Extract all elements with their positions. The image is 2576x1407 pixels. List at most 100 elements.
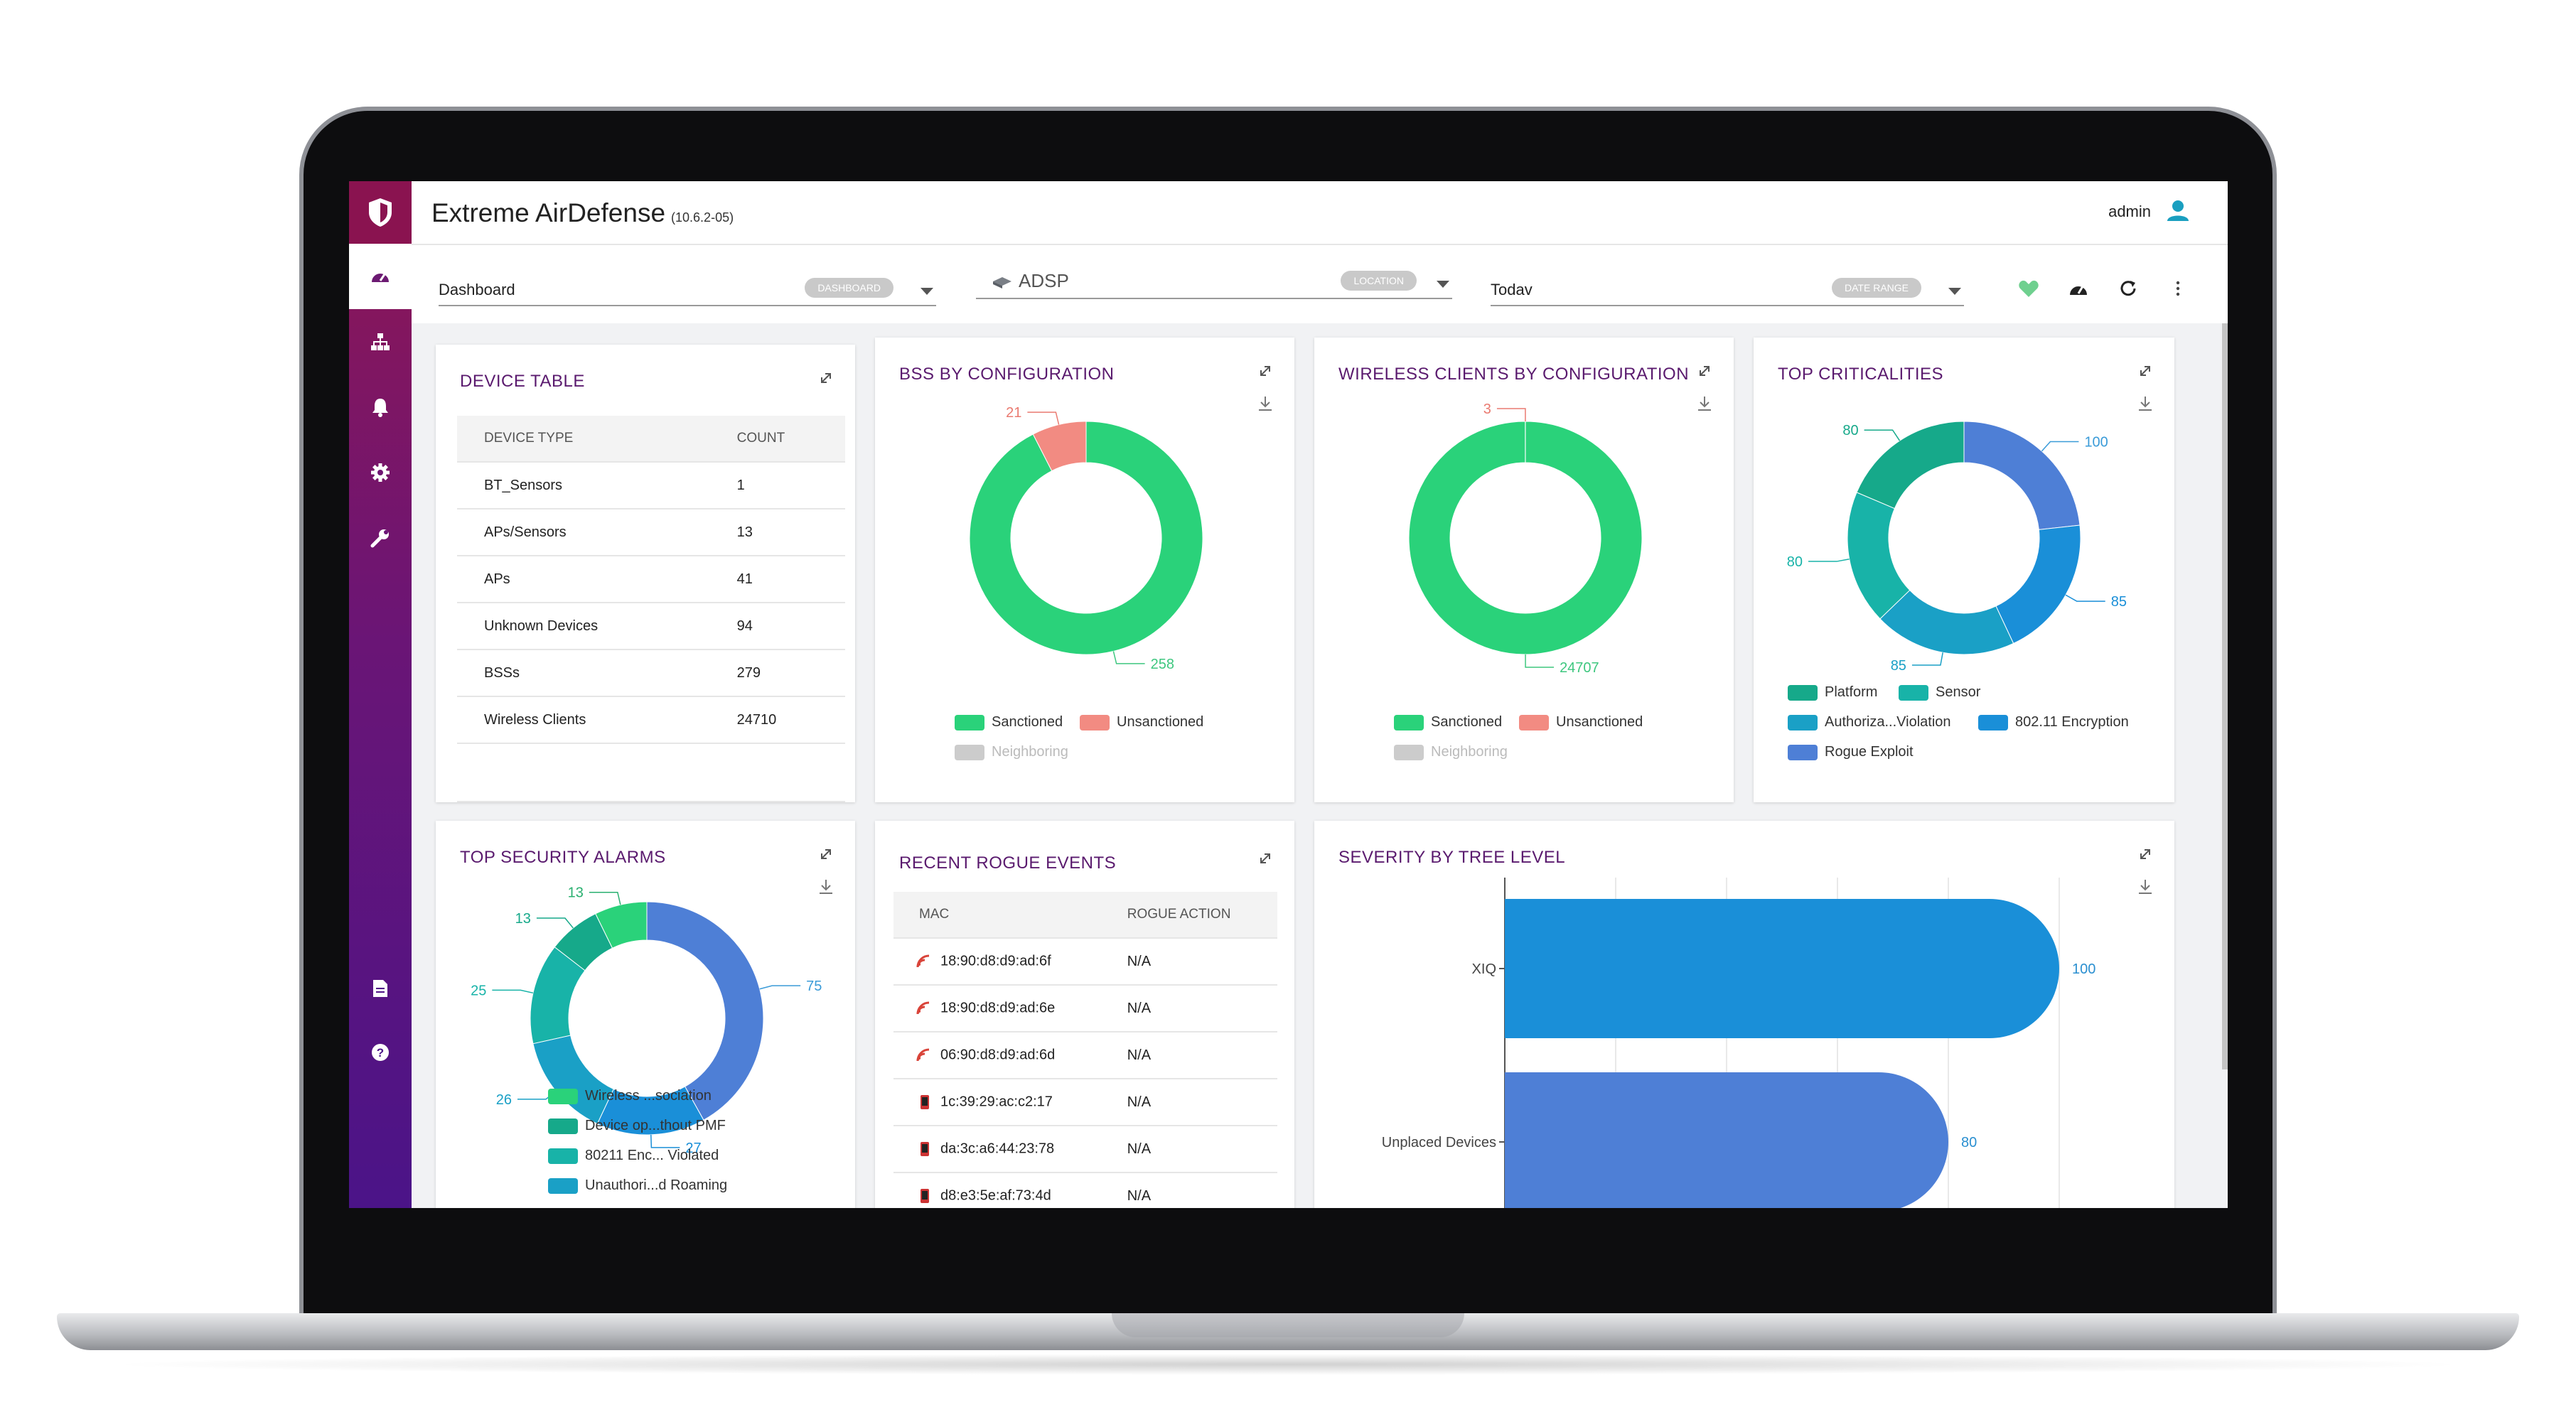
dashboard-icon (372, 274, 389, 282)
device-type-cell: APs (457, 555, 710, 603)
severity-card: SEVERITY BY TREE LEVEL XIQ 100 Unplaced De… (1314, 821, 2174, 1208)
column-header[interactable]: MAC (893, 892, 1127, 938)
expand-icon[interactable] (1694, 360, 1715, 382)
legend-item-sanctioned[interactable]: Sanctioned (1394, 714, 1502, 731)
expand-icon[interactable] (2135, 843, 2156, 865)
donut-slice[interactable] (595, 901, 648, 949)
username[interactable]: admin (2108, 203, 2151, 220)
legend-item-rogue[interactable]: Rogue Exploit (1788, 744, 1914, 760)
security-alarms-card: TOP SECURITY ALARMS 75 27 26 25 13 13 Wireles… (436, 821, 855, 1208)
dashboard-content: DEVICE TABLE DEVICE TYPE COUNT BT_Sensor… (412, 323, 2228, 1208)
location-select-value: ADSP (992, 270, 1069, 292)
sidebar-item-network[interactable] (349, 309, 412, 374)
bss-config-card: BSS BY CONFIGURATION 258 21 Sanctioned Un… (875, 338, 1294, 802)
report-icon (373, 980, 387, 997)
table-row[interactable]: BT_Sensors 1 (457, 461, 845, 509)
sidebar-item-settings[interactable] (349, 440, 412, 505)
table-row[interactable]: Unknown Devices 94 (457, 602, 845, 649)
header-bar: Extreme AirDefense (10.6.2-05) admin (412, 181, 2228, 245)
column-header[interactable]: COUNT (709, 416, 845, 462)
sidebar-item-help[interactable]: ? (349, 1020, 412, 1085)
expand-icon[interactable] (815, 843, 837, 865)
more-options-icon[interactable] (2166, 276, 2190, 301)
table-row[interactable]: 18:90:d8:d9:ad:6f N/A (893, 937, 1277, 985)
legend-item-unsanctioned[interactable]: Unsanctioned (1080, 714, 1203, 731)
legend-label: Rogue Exploit (1825, 744, 1914, 760)
download-icon[interactable] (1255, 393, 1276, 414)
donut-slice[interactable] (532, 1035, 614, 1125)
table-row[interactable]: APs/Sensors 13 (457, 508, 845, 556)
donut-slice[interactable] (1408, 421, 1643, 655)
legend-item-neighboring[interactable]: Neighboring (955, 744, 1068, 760)
donut-slice[interactable] (1963, 421, 2081, 530)
table-row[interactable]: d8:e3:5e:af:73:4d N/A (893, 1172, 1277, 1208)
legend-item-encryption[interactable]: 802.11 Encryption (1978, 714, 2129, 731)
table-header-row: DEVICE TYPE COUNT (457, 416, 845, 462)
donut-slice[interactable] (969, 421, 1203, 655)
gauge-icon[interactable] (2066, 276, 2091, 301)
legend-item-unsanctioned[interactable]: Unsanctioned (1519, 714, 1643, 731)
legend-item-neighboring[interactable]: Neighboring (1394, 744, 1508, 760)
label-leader-line (1027, 411, 1060, 425)
scrollbar[interactable] (2222, 323, 2228, 1069)
mac-cell: 1c:39:29:ac:c2:17 (893, 1078, 1127, 1126)
donut-slice[interactable] (1032, 421, 1087, 472)
table-row[interactable]: BSSs 279 (457, 649, 845, 696)
sidebar-item-alarms[interactable] (349, 374, 412, 440)
device-table: DEVICE TYPE COUNT BT_Sensors 1 APs/Sensor… (457, 416, 845, 802)
donut-slice[interactable] (1995, 524, 2081, 645)
legend-item-alarm[interactable]: Unauthori...d Roaming (548, 1177, 727, 1194)
download-icon[interactable] (1694, 393, 1715, 414)
column-header[interactable]: ROGUE ACTION (1127, 892, 1277, 938)
health-heart-icon[interactable] (2017, 276, 2041, 301)
table-row[interactable]: Wireless Clients 24710 (457, 696, 845, 743)
legend-swatch (1899, 684, 1928, 701)
dashboard-select[interactable]: Dashboard DASHBOARD (439, 259, 936, 306)
expand-icon[interactable] (815, 367, 837, 389)
bar[interactable] (1505, 1072, 1948, 1208)
legend-label: Wireless ...sociation (585, 1088, 712, 1104)
rogue-action-cell: N/A (1127, 1031, 1277, 1079)
date-range-select[interactable]: Todav DATE RANGE (1491, 259, 1964, 306)
table-row[interactable]: 18:90:d8:d9:ad:6e N/A (893, 984, 1277, 1032)
legend-item-platform[interactable]: Platform (1788, 684, 1877, 701)
donut-slice[interactable] (1856, 421, 1965, 510)
legend-label: Authoriza...Violation (1825, 714, 1951, 730)
legend-swatch (548, 1177, 578, 1194)
mac-address: 18:90:d8:d9:ad:6f (940, 953, 1051, 969)
column-header[interactable]: DEVICE TYPE (457, 416, 710, 462)
table-row[interactable]: APs 41 (457, 555, 845, 603)
legend-swatch (1080, 714, 1110, 731)
download-icon[interactable] (2135, 393, 2156, 414)
donut-slice[interactable] (646, 901, 764, 1121)
download-icon[interactable] (815, 876, 837, 897)
legend-swatch (1788, 744, 1818, 760)
table-row[interactable]: 1c:39:29:ac:c2:17 N/A (893, 1078, 1277, 1126)
wifi-signal-icon (916, 1048, 930, 1062)
legend-item-sanctioned[interactable]: Sanctioned (955, 714, 1063, 731)
mac-cell: da:3c:a6:44:23:78 (893, 1125, 1127, 1172)
legend-item-authorization[interactable]: Authoriza...Violation (1788, 714, 1951, 731)
legend-item-sensor[interactable]: Sensor (1899, 684, 1980, 701)
rogue-action-cell: N/A (1127, 937, 1277, 985)
table-row[interactable]: da:3c:a6:44:23:78 N/A (893, 1125, 1277, 1172)
user-icon[interactable] (2164, 197, 2192, 225)
legend-item-alarm[interactable]: Device op...thout PMF (548, 1118, 726, 1134)
sidebar-item-dashboard[interactable] (349, 244, 412, 309)
legend-item-alarm[interactable]: 80211 Enc... Violated (548, 1148, 719, 1164)
sidebar-item-reports[interactable] (349, 956, 412, 1021)
device-type-cell: BSSs (457, 649, 710, 696)
legend-label: Unsanctioned (1117, 714, 1204, 730)
download-icon[interactable] (2135, 876, 2156, 897)
expand-icon[interactable] (1255, 848, 1276, 869)
sidebar-item-tools[interactable] (349, 505, 412, 571)
legend-label: 802.11 Encryption (2015, 714, 2129, 730)
expand-icon[interactable] (2135, 360, 2156, 382)
bar[interactable] (1505, 899, 2059, 1038)
refresh-icon[interactable] (2116, 276, 2140, 301)
mac-cell: d8:e3:5e:af:73:4d (893, 1172, 1127, 1208)
legend-item-alarm[interactable]: Wireless ...sociation (548, 1088, 712, 1104)
location-select[interactable]: ADSP LOCATION (976, 252, 1452, 299)
table-row[interactable]: 06:90:d8:d9:ad:6d N/A (893, 1031, 1277, 1079)
expand-icon[interactable] (1255, 360, 1276, 382)
